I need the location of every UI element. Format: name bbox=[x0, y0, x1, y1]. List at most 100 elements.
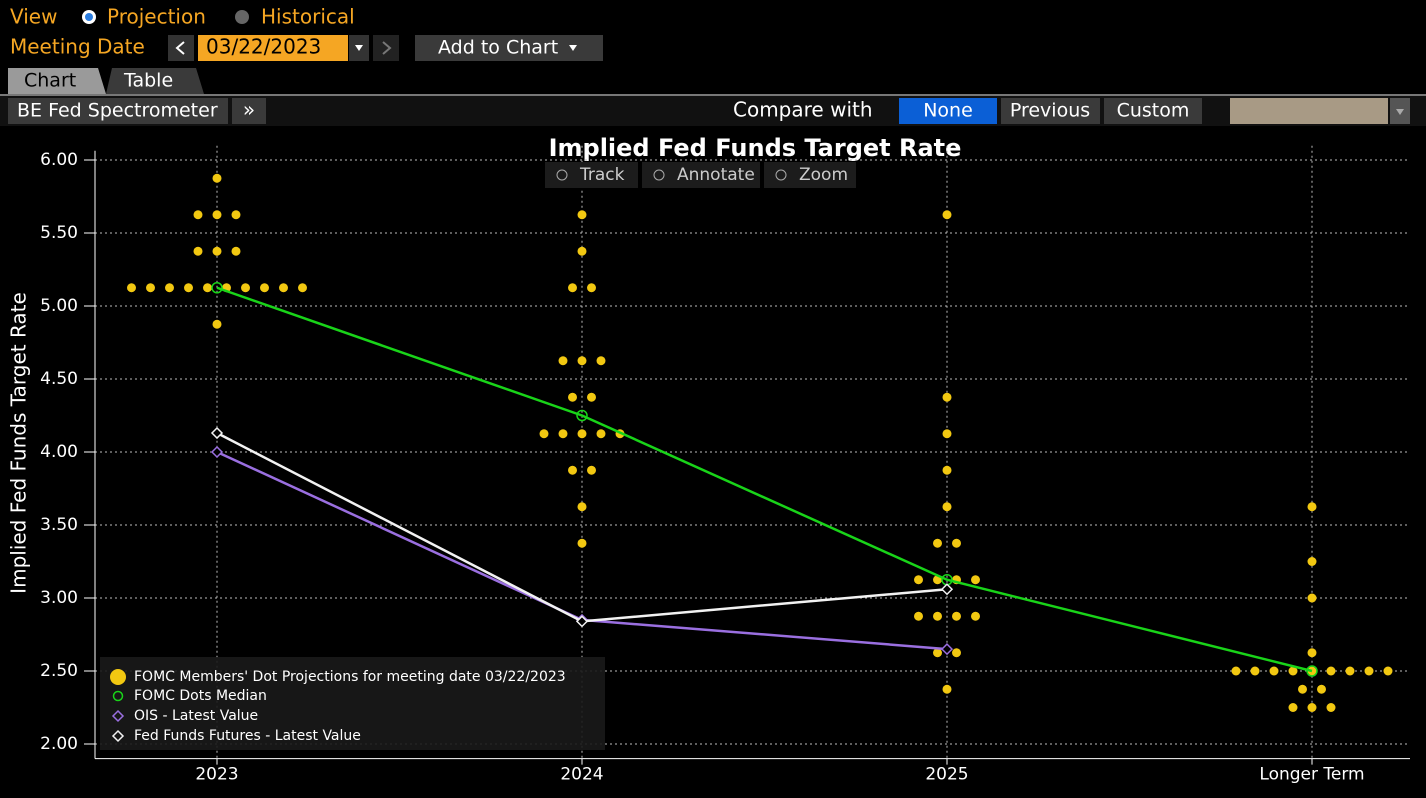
compare-option[interactable]: Previous bbox=[1010, 100, 1090, 122]
dot bbox=[1307, 502, 1317, 512]
date-box[interactable] bbox=[198, 35, 348, 61]
legend-symbol bbox=[111, 729, 125, 743]
tool-button[interactable] bbox=[764, 162, 856, 188]
tool-label[interactable]: Track bbox=[579, 165, 625, 185]
dot bbox=[1298, 684, 1307, 694]
dot bbox=[193, 210, 203, 220]
dot bbox=[577, 502, 587, 512]
x-tick-label: Longer Term bbox=[1259, 765, 1364, 785]
tab-label[interactable]: Chart bbox=[24, 70, 76, 92]
tab[interactable] bbox=[106, 68, 204, 94]
radio-dot bbox=[85, 13, 93, 21]
dot bbox=[1250, 666, 1260, 676]
compare-none[interactable] bbox=[899, 98, 997, 124]
chart-tools: Track Annotate Zoom bbox=[545, 162, 856, 188]
legend-symbol bbox=[110, 669, 126, 685]
dot bbox=[577, 210, 587, 220]
prev-icon bbox=[175, 41, 185, 55]
dot bbox=[577, 246, 587, 256]
dot bbox=[952, 538, 961, 548]
view-option[interactable]: Projection bbox=[107, 5, 206, 29]
next-button[interactable] bbox=[373, 35, 399, 61]
dot bbox=[914, 575, 923, 585]
dot bbox=[942, 392, 952, 402]
tool-icon bbox=[775, 169, 787, 181]
function-name[interactable]: BE Fed Spectrometer bbox=[17, 100, 218, 122]
tab-line bbox=[0, 94, 1426, 96]
dot bbox=[241, 283, 250, 293]
tool-button[interactable] bbox=[642, 162, 760, 188]
x-tick-label: 2024 bbox=[560, 765, 603, 785]
series-marker bbox=[211, 282, 223, 294]
dot bbox=[298, 283, 307, 293]
dot bbox=[1364, 666, 1374, 676]
tool-label[interactable]: Zoom bbox=[799, 165, 848, 185]
view-option[interactable]: Historical bbox=[261, 5, 355, 29]
dot bbox=[1383, 666, 1393, 676]
dot bbox=[596, 356, 606, 366]
dot bbox=[1288, 666, 1298, 676]
series-marker bbox=[210, 445, 224, 459]
dot bbox=[971, 611, 980, 621]
compare-option[interactable]: Custom bbox=[1117, 100, 1190, 122]
radio[interactable] bbox=[235, 10, 249, 24]
dot bbox=[914, 611, 923, 621]
dot bbox=[558, 356, 568, 366]
meeting-date[interactable]: 03/22/2023 bbox=[206, 35, 321, 59]
dot bbox=[193, 246, 203, 256]
legend: FOMC Members' Dot Projections for meetin… bbox=[110, 669, 566, 744]
function-button[interactable] bbox=[8, 98, 228, 124]
dot bbox=[971, 575, 980, 585]
dot bbox=[212, 246, 222, 256]
plot: 2.00 2.50 3.00 3.50 4.00 4.50 5.00 5.50 6.00 2023… bbox=[40, 145, 1410, 785]
tab-active[interactable] bbox=[8, 68, 106, 94]
dot bbox=[952, 648, 961, 658]
y-tick-label: 4.50 bbox=[40, 369, 78, 389]
chart-title: Implied Fed Funds Target Rate bbox=[549, 134, 962, 162]
compare-previous[interactable] bbox=[1001, 98, 1100, 124]
meeting-date-label: Meeting Date bbox=[10, 35, 145, 59]
dot bbox=[212, 210, 222, 220]
view-label: View bbox=[10, 5, 57, 29]
y-tick-label: 2.50 bbox=[40, 661, 78, 681]
dot bbox=[596, 429, 606, 439]
more-button[interactable] bbox=[232, 98, 266, 124]
compare-dropdown[interactable] bbox=[1230, 98, 1388, 124]
dot bbox=[1317, 684, 1326, 694]
tool-label[interactable]: Annotate bbox=[677, 165, 755, 185]
more-icon[interactable]: » bbox=[243, 98, 255, 122]
legend-box bbox=[100, 657, 605, 750]
dot bbox=[568, 392, 577, 402]
dropdown-icon bbox=[355, 45, 363, 51]
series-marker bbox=[940, 643, 954, 656]
tab-label[interactable]: Table bbox=[123, 70, 173, 92]
legend-label: Fed Funds Futures - Latest Value bbox=[134, 728, 361, 744]
legend-symbol bbox=[112, 690, 124, 702]
dot bbox=[212, 173, 222, 183]
dot bbox=[942, 210, 952, 220]
add-to-chart[interactable]: Add to Chart bbox=[438, 37, 558, 59]
next-icon bbox=[382, 41, 392, 55]
dot bbox=[212, 319, 222, 329]
dot bbox=[1307, 593, 1317, 603]
series-marker bbox=[575, 615, 589, 628]
dot bbox=[933, 538, 942, 548]
dropdown-icon bbox=[1396, 109, 1404, 115]
dot bbox=[568, 465, 577, 475]
tool-icon bbox=[653, 169, 665, 181]
legend-label: FOMC Dots Median bbox=[134, 688, 267, 704]
dot bbox=[1326, 666, 1336, 676]
compare-option[interactable]: None bbox=[923, 100, 973, 122]
prev-button[interactable] bbox=[168, 35, 194, 61]
dot bbox=[1307, 557, 1317, 566]
tool-icon bbox=[556, 169, 568, 181]
dot bbox=[952, 611, 961, 621]
series-line bbox=[216, 286, 1313, 673]
dot bbox=[1231, 666, 1241, 676]
tool-button[interactable] bbox=[545, 162, 638, 188]
y-tick-label: 4.00 bbox=[40, 442, 78, 462]
compare-custom[interactable] bbox=[1104, 98, 1202, 124]
dot bbox=[1307, 703, 1317, 712]
